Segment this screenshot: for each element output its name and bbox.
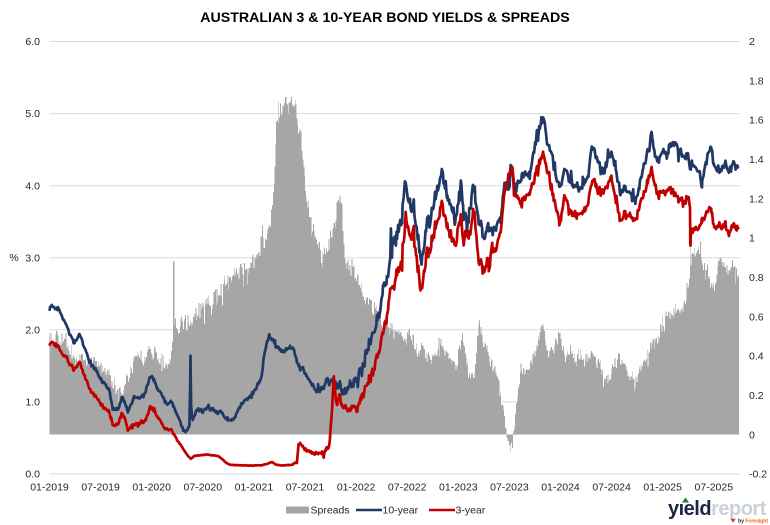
svg-text:07-2023: 07-2023 xyxy=(490,482,529,494)
svg-text:0.6: 0.6 xyxy=(749,311,764,323)
svg-text:01-2022: 01-2022 xyxy=(337,482,376,494)
svg-text:by Foresight: by Foresight xyxy=(738,518,768,524)
svg-text:1.6: 1.6 xyxy=(749,115,764,127)
svg-text:5.0: 5.0 xyxy=(25,108,40,120)
svg-text:4.0: 4.0 xyxy=(25,180,40,192)
svg-text:3.0: 3.0 xyxy=(25,252,40,264)
svg-text:07-2025: 07-2025 xyxy=(695,482,734,494)
svg-text:yıeldreport: yıeldreport xyxy=(668,498,767,520)
svg-text:07-2021: 07-2021 xyxy=(286,482,325,494)
svg-text:01-2025: 01-2025 xyxy=(643,482,682,494)
svg-text:1.0: 1.0 xyxy=(25,397,40,409)
svg-text:1.2: 1.2 xyxy=(749,193,764,205)
svg-text:07-2019: 07-2019 xyxy=(81,482,120,494)
svg-text:01-2019: 01-2019 xyxy=(30,482,69,494)
svg-text:6.0: 6.0 xyxy=(25,36,40,48)
svg-text:01-2020: 01-2020 xyxy=(132,482,171,494)
svg-text:2.0: 2.0 xyxy=(25,324,40,336)
svg-text:3-year: 3-year xyxy=(456,504,486,516)
svg-text:0.8: 0.8 xyxy=(749,272,764,284)
svg-text:Spreads: Spreads xyxy=(311,504,350,516)
svg-text:2: 2 xyxy=(749,36,755,48)
svg-text:07-2022: 07-2022 xyxy=(388,482,427,494)
svg-text:0.0: 0.0 xyxy=(25,469,40,481)
svg-text:AUSTRALIAN 3 & 10-YEAR BOND YI: AUSTRALIAN 3 & 10-YEAR BOND YIELDS & SPR… xyxy=(200,10,569,26)
svg-text:07-2024: 07-2024 xyxy=(592,482,631,494)
svg-text:1.4: 1.4 xyxy=(749,154,764,166)
svg-text:1: 1 xyxy=(749,233,755,245)
svg-text:07-2020: 07-2020 xyxy=(184,482,223,494)
svg-text:01-2021: 01-2021 xyxy=(235,482,274,494)
svg-text:0: 0 xyxy=(749,429,755,441)
svg-text:10-year: 10-year xyxy=(383,504,419,516)
svg-text:01-2024: 01-2024 xyxy=(541,482,580,494)
svg-text:-0.2: -0.2 xyxy=(749,469,767,481)
svg-text:0.4: 0.4 xyxy=(749,351,764,363)
svg-text:0.2: 0.2 xyxy=(749,390,764,402)
svg-text:%: % xyxy=(9,252,18,264)
svg-text:01-2023: 01-2023 xyxy=(439,482,478,494)
svg-text:1.8: 1.8 xyxy=(749,75,764,87)
